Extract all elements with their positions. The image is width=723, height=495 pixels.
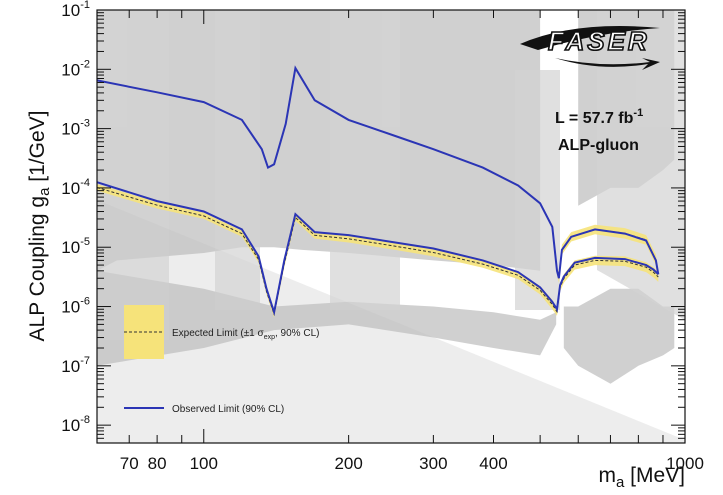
luminosity-annotation: L = 57.7 fb-1 [555, 107, 643, 127]
legend-expected-text-a: Expected Limit (±1 σ [172, 328, 265, 339]
shade-region [97, 200, 685, 443]
excluded-region [97, 10, 541, 271]
excluded-region [97, 270, 557, 366]
y-tick-label: 10-6 [61, 296, 90, 317]
y-tick-mantissa: 10 [61, 179, 80, 198]
y-tick-label: 10-2 [61, 58, 90, 79]
y-axis-title-main: ALP Coupling g [26, 196, 49, 342]
y-tick-exponent: -5 [80, 236, 90, 248]
faser-logo: FASER [520, 25, 660, 70]
svg-text:ma [MeV]: ma [MeV] [598, 464, 685, 491]
excluded-region [563, 288, 675, 384]
y-tick-mantissa: 10 [61, 298, 80, 317]
y-tick-mantissa: 10 [61, 1, 80, 20]
x-axis-title-unit: [MeV] [624, 464, 685, 487]
y-tick-exponent: -3 [80, 118, 90, 130]
y-tick-exponent: -6 [80, 296, 90, 308]
x-tick-label: 200 [334, 454, 362, 473]
y-tick-exponent: -1 [80, 0, 90, 11]
logo-text: FASER [548, 26, 650, 56]
shade-region [597, 10, 685, 320]
y-tick-mantissa: 10 [61, 416, 80, 435]
y-tick-label: 10-4 [61, 177, 90, 198]
y-tick-exponent: -7 [80, 355, 90, 367]
x-tick-label: 70 [120, 454, 139, 473]
limit-lines [97, 65, 660, 317]
plot-area [96, 9, 686, 444]
y-axis-title-unit: [1/GeV] [26, 111, 49, 188]
y-tick-exponent: -8 [80, 414, 90, 426]
y-tick-label: 10-5 [61, 236, 90, 257]
y-tick-mantissa: 10 [61, 120, 80, 139]
luminosity-exp: -1 [633, 107, 643, 119]
x-tick-label: 80 [148, 454, 167, 473]
legend-expected-text-sub: exp [264, 334, 275, 341]
y-tick-exponent: -2 [80, 58, 90, 70]
axis-ticks: 70 80 100 200 300 400 100010-810-710-610-510-4… [61, 0, 704, 473]
y-tick-mantissa: 10 [61, 238, 80, 257]
y-axis-title-sub: a [36, 187, 53, 196]
observed-line [97, 65, 660, 279]
legend: Expected Limit (±1 σexp, 90% CL) Observe… [124, 305, 319, 415]
x-axis-title-main: m [598, 464, 616, 487]
y-tick-label: 10-1 [61, 0, 90, 20]
x-axis-title-sub: a [616, 474, 625, 491]
expected-bands [97, 184, 659, 318]
y-axis-title: ALP Coupling ga [1/GeV] [26, 111, 53, 342]
y-tick-label: 10-8 [61, 414, 90, 435]
y-tick-mantissa: 10 [61, 60, 80, 79]
x-tick-label: 1000 [666, 454, 704, 473]
y-tick-mantissa: 10 [61, 357, 80, 376]
logo-swoosh-top [520, 26, 660, 50]
y-tick-label: 10-3 [61, 118, 90, 139]
expected-band [552, 221, 659, 283]
model-annotation: ALP-gluon [558, 137, 639, 154]
shade-block [215, 10, 260, 310]
legend-expected-label: Expected Limit (±1 σexp, 90% CL) [172, 328, 319, 341]
x-tick-label: 100 [190, 454, 218, 473]
expected-line [97, 187, 659, 317]
decorative-shading [97, 10, 685, 443]
x-axis-title: ma [MeV] [598, 464, 685, 491]
logo-arrow [555, 58, 660, 70]
y-tick-label: 10-7 [61, 355, 90, 376]
shade-block [97, 10, 169, 340]
plot-frame [96, 9, 686, 444]
observed-line [97, 181, 659, 317]
luminosity-text: L = 57.7 fb [555, 110, 634, 127]
legend-expected-text-b: , 90% CL) [275, 328, 319, 339]
y-tick-exponent: -4 [80, 177, 90, 189]
shade-block [330, 10, 400, 310]
x-tick-label: 400 [479, 454, 507, 473]
x-tick-label: 300 [419, 454, 447, 473]
legend-observed-label: Observed Limit (90% CL) [172, 404, 284, 415]
svg-text:ALP Coupling ga [1/GeV]: ALP Coupling ga [1/GeV] [26, 111, 53, 342]
